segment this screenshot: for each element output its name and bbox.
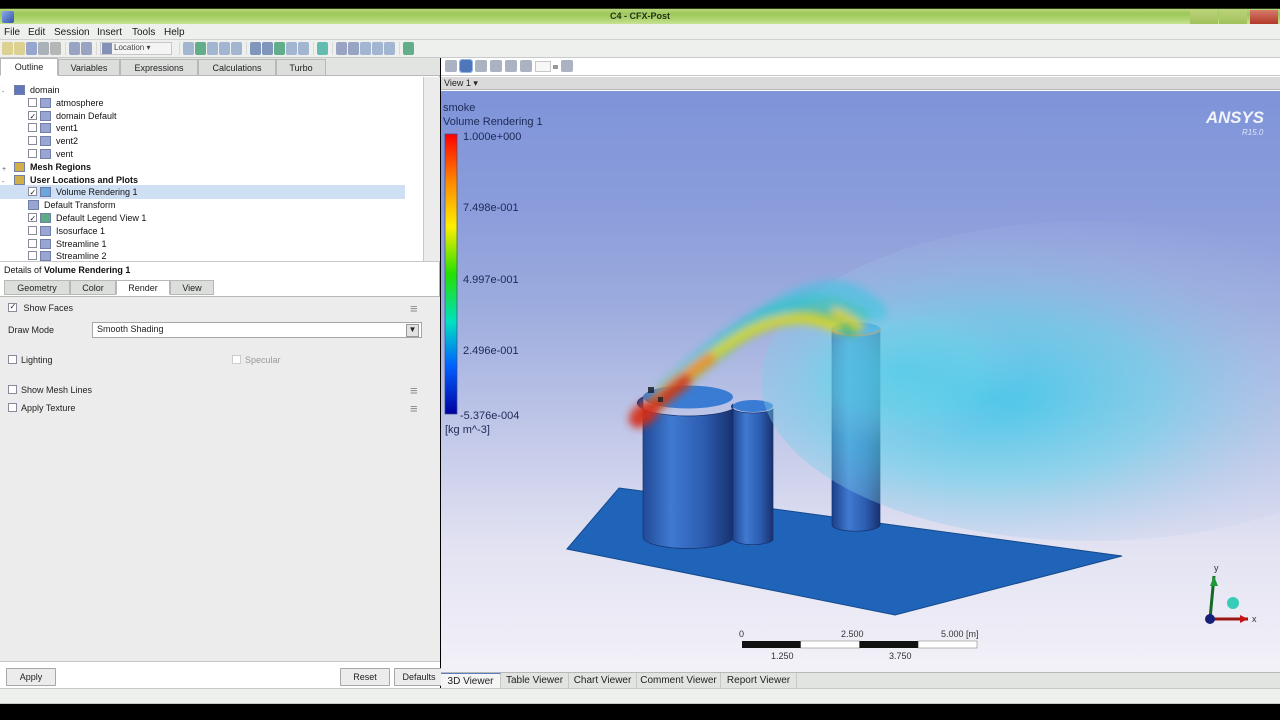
svg-text:smoke: smoke [443,102,475,114]
svg-text:2.500: 2.500 [841,629,864,639]
svg-text:[kg m^-3]: [kg m^-3] [445,424,490,436]
svg-text:y: y [1214,563,1219,573]
svg-text:ANSYS: ANSYS [1205,108,1265,127]
svg-text:7.498e-001: 7.498e-001 [463,202,519,214]
svg-text:x: x [1252,614,1257,624]
svg-text:2.496e-001: 2.496e-001 [463,345,519,357]
svg-text:0: 0 [739,629,744,639]
svg-text:1.250: 1.250 [771,651,794,661]
svg-text:3.750: 3.750 [889,651,912,661]
svg-text:1.000e+000: 1.000e+000 [463,131,521,143]
svg-text:-5.376e-004: -5.376e-004 [460,410,519,422]
svg-text:Volume Rendering 1: Volume Rendering 1 [443,116,543,128]
svg-text:5.000 [m]: 5.000 [m] [941,629,979,639]
svg-text:4.997e-001: 4.997e-001 [463,274,519,286]
svg-text:R15.0: R15.0 [1242,128,1264,137]
